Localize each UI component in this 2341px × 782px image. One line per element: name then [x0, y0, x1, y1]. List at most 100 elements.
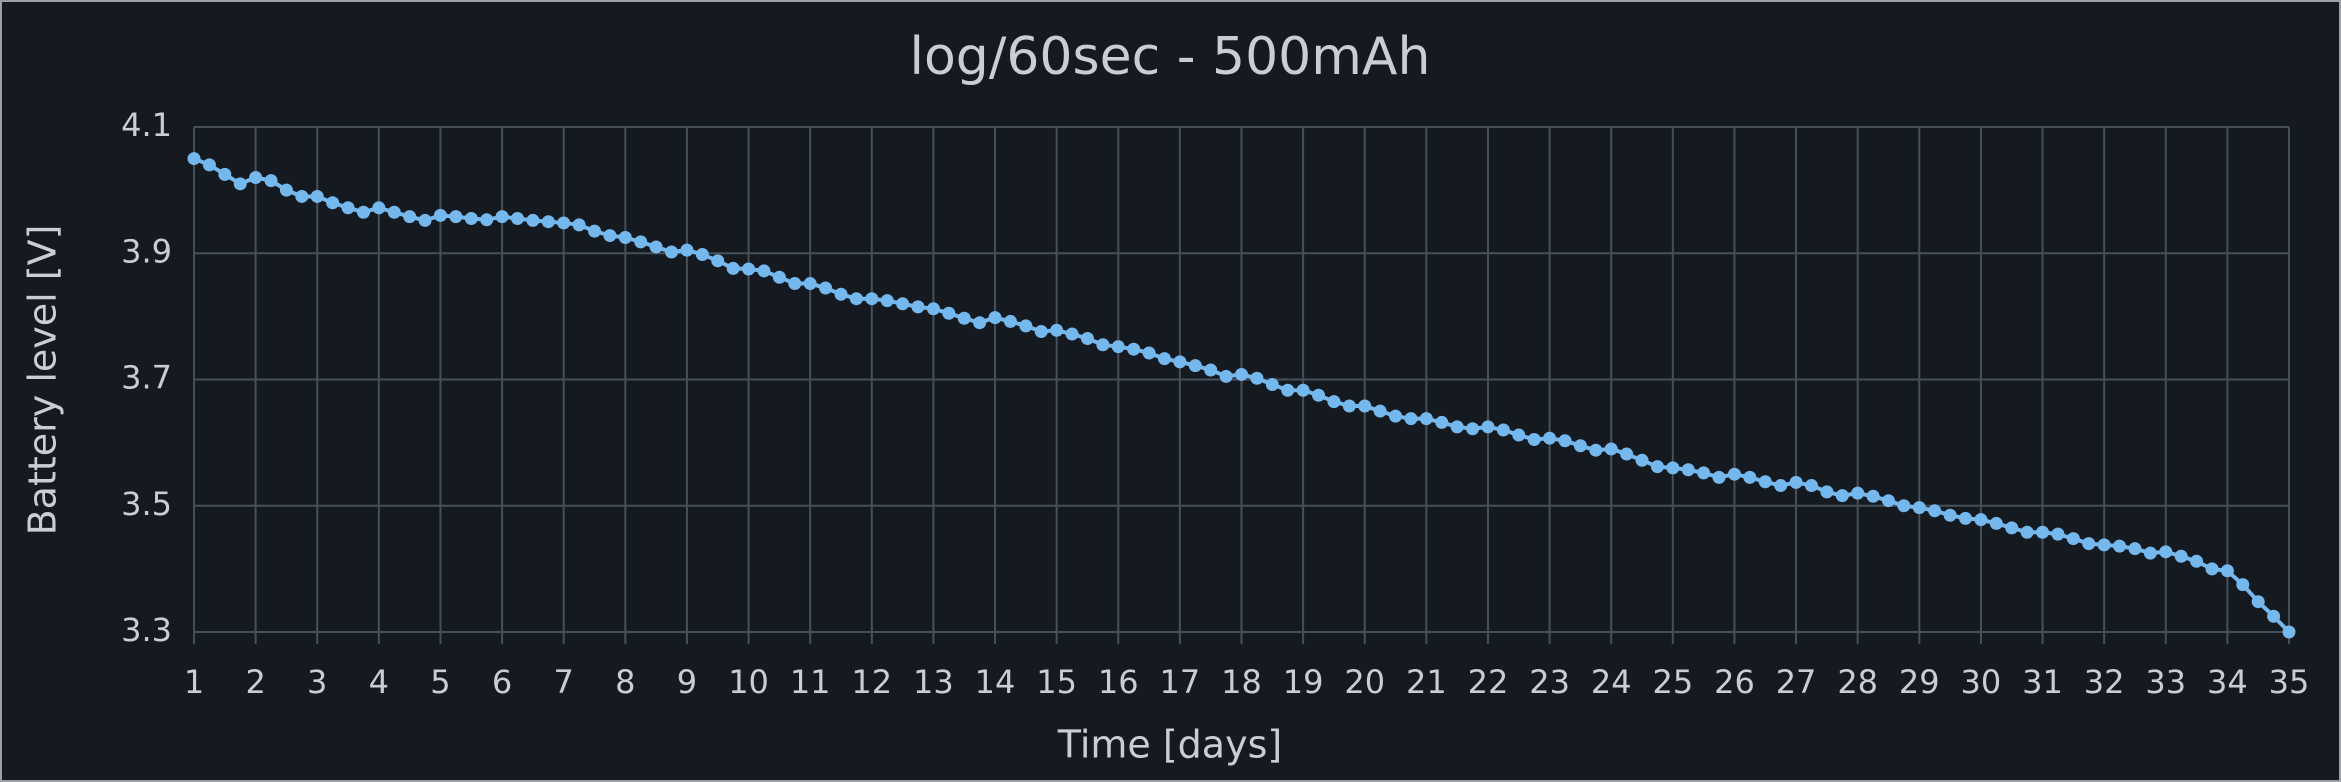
data-point — [418, 213, 432, 227]
data-point — [1589, 443, 1603, 457]
data-point — [279, 183, 293, 197]
data-point — [1527, 432, 1541, 446]
data-point — [1250, 371, 1264, 385]
data-point — [757, 264, 771, 278]
x-tick-label: 3 — [307, 663, 327, 701]
x-tick-label: 17 — [1160, 663, 1201, 701]
x-tick-label: 30 — [1961, 663, 2002, 701]
data-point — [1435, 415, 1449, 429]
x-tick-label: 6 — [492, 663, 512, 701]
data-point — [603, 229, 617, 243]
data-point — [2190, 554, 2204, 568]
y-tick-label: 3.9 — [121, 232, 172, 270]
x-tick-label: 35 — [2269, 663, 2310, 701]
data-point — [2143, 546, 2157, 560]
data-point — [1835, 489, 1849, 503]
x-tick-label: 2 — [245, 663, 265, 701]
x-tick-label: 19 — [1283, 663, 1324, 701]
data-point — [1404, 412, 1418, 426]
data-point — [2282, 625, 2296, 639]
data-point — [387, 205, 401, 219]
data-point — [1851, 486, 1865, 500]
data-point — [1050, 323, 1064, 337]
data-point — [1342, 399, 1356, 413]
x-tick-label: 33 — [2145, 663, 2186, 701]
data-point — [233, 177, 247, 191]
data-point — [2128, 542, 2142, 556]
data-point — [1003, 314, 1017, 328]
data-point — [187, 152, 201, 166]
data-point — [1235, 367, 1248, 381]
data-point — [541, 215, 555, 229]
data-point — [1697, 466, 1711, 480]
data-point — [1604, 442, 1618, 456]
data-point — [649, 240, 663, 254]
data-point — [1758, 475, 1772, 489]
data-point — [1173, 355, 1187, 369]
data-point — [526, 213, 540, 227]
x-tick-label: 7 — [554, 663, 574, 701]
data-point — [464, 212, 478, 226]
data-point — [819, 281, 833, 295]
data-point — [988, 311, 1002, 325]
data-point — [1466, 422, 1480, 436]
data-point — [1204, 363, 1218, 377]
data-point — [557, 216, 571, 230]
data-point — [788, 277, 802, 291]
x-tick-label: 28 — [1837, 663, 1878, 701]
data-point — [1712, 470, 1726, 484]
data-point — [510, 212, 524, 226]
data-point — [1188, 359, 1202, 373]
x-tick-label: 10 — [728, 663, 769, 701]
data-point — [310, 189, 324, 203]
data-point — [1265, 378, 1279, 392]
data-point — [1450, 420, 1464, 434]
data-point — [1912, 501, 1926, 515]
data-point — [1419, 412, 1433, 426]
data-point — [1543, 431, 1557, 445]
data-point — [480, 213, 494, 227]
data-point — [849, 292, 863, 306]
data-point — [1635, 453, 1649, 467]
data-point — [2051, 527, 2065, 541]
data-point — [295, 189, 309, 203]
data-point — [1943, 508, 1957, 522]
data-point — [834, 287, 848, 301]
data-point — [2251, 595, 2265, 609]
x-tick-label: 22 — [1468, 663, 1509, 701]
x-tick-label: 23 — [1529, 663, 1570, 701]
data-point — [2267, 609, 2281, 623]
data-point — [2020, 525, 2034, 539]
data-point — [957, 311, 971, 325]
data-point — [1065, 327, 1079, 341]
x-tick-label: 31 — [2022, 663, 2063, 701]
data-point — [2082, 537, 2096, 551]
data-point — [1096, 338, 1110, 352]
x-axis-title: Time [days] — [1057, 723, 1282, 767]
data-point — [1111, 340, 1125, 354]
x-tick-label: 29 — [1899, 663, 1940, 701]
data-point — [326, 196, 340, 210]
data-point — [618, 230, 632, 244]
x-tick-label: 12 — [851, 663, 892, 701]
data-point — [218, 167, 232, 181]
x-tick-label: 34 — [2207, 663, 2248, 701]
data-point — [495, 210, 509, 224]
data-point — [1928, 504, 1942, 518]
data-point — [1558, 434, 1572, 448]
data-point — [1727, 467, 1741, 481]
data-point — [572, 218, 586, 232]
data-point — [433, 208, 447, 222]
data-point — [711, 254, 725, 268]
data-point — [1866, 489, 1880, 503]
x-tick-label: 11 — [790, 663, 831, 701]
data-point — [588, 224, 602, 238]
data-point — [1034, 325, 1048, 339]
data-point — [2066, 532, 2080, 546]
data-point — [2113, 539, 2127, 553]
data-point — [1019, 319, 1033, 333]
data-point — [1157, 352, 1171, 366]
data-point — [449, 210, 463, 224]
data-point — [1820, 485, 1834, 499]
